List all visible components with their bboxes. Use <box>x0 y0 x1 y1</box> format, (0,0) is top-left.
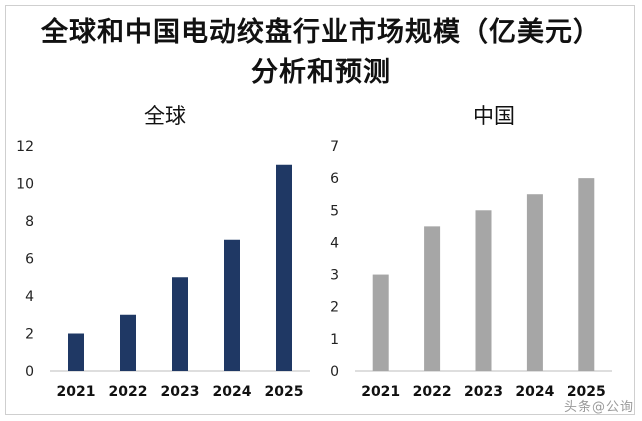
y-tick-label-global: 10 <box>16 177 34 193</box>
x-tick-label-global: 2023 <box>161 384 200 400</box>
x-tick-label-china: 2025 <box>567 384 606 400</box>
bar-china-2021 <box>372 274 389 371</box>
bar-china-2025 <box>578 178 595 371</box>
x-tick-label-global: 2022 <box>109 384 148 400</box>
y-tick-label-china: 4 <box>330 235 339 251</box>
bar-global-2021 <box>68 333 84 371</box>
x-tick-label-global: 2021 <box>57 384 96 400</box>
x-tick-label-global: 2025 <box>265 384 304 400</box>
bar-global-2024 <box>224 239 240 371</box>
x-tick-label-global: 2024 <box>213 384 252 400</box>
watermark: 头条@公询 <box>563 400 634 415</box>
panel-title-china: 中国 <box>473 104 515 128</box>
y-tick-label-china: 1 <box>330 332 339 348</box>
y-tick-label-global: 0 <box>25 364 34 380</box>
x-tick-label-china: 2022 <box>413 384 452 400</box>
y-tick-label-china: 7 <box>330 139 339 155</box>
panel-title-global: 全球 <box>144 104 186 128</box>
x-tick-label-china: 2024 <box>515 384 554 400</box>
bar-global-2025 <box>276 164 292 371</box>
bar-china-2023 <box>475 210 492 371</box>
chart-title-line-1: 全球和中国电动绞盘行业市场规模（亿美元） <box>41 17 601 48</box>
bar-china-2022 <box>424 226 441 371</box>
bar-global-2023 <box>172 277 188 371</box>
y-tick-label-global: 8 <box>25 214 34 230</box>
y-tick-label-global: 4 <box>25 289 34 305</box>
y-tick-label-china: 0 <box>330 364 339 380</box>
y-tick-label-global: 2 <box>25 327 34 343</box>
y-tick-label-china: 5 <box>330 203 339 219</box>
chart-title-line-2: 分析和预测 <box>251 57 391 88</box>
y-tick-label-china: 2 <box>330 300 339 316</box>
chart-frame <box>5 5 635 415</box>
y-tick-label-global: 6 <box>25 252 34 268</box>
bar-global-2022 <box>120 314 136 371</box>
x-tick-label-china: 2023 <box>464 384 503 400</box>
y-tick-label-global: 12 <box>16 139 34 155</box>
x-tick-label-china: 2021 <box>361 384 400 400</box>
y-tick-label-china: 3 <box>330 268 339 284</box>
y-tick-label-china: 6 <box>330 171 339 187</box>
bar-china-2024 <box>526 194 543 371</box>
